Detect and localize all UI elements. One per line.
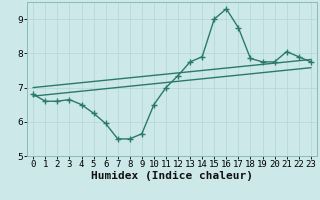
X-axis label: Humidex (Indice chaleur): Humidex (Indice chaleur) [91, 171, 253, 181]
